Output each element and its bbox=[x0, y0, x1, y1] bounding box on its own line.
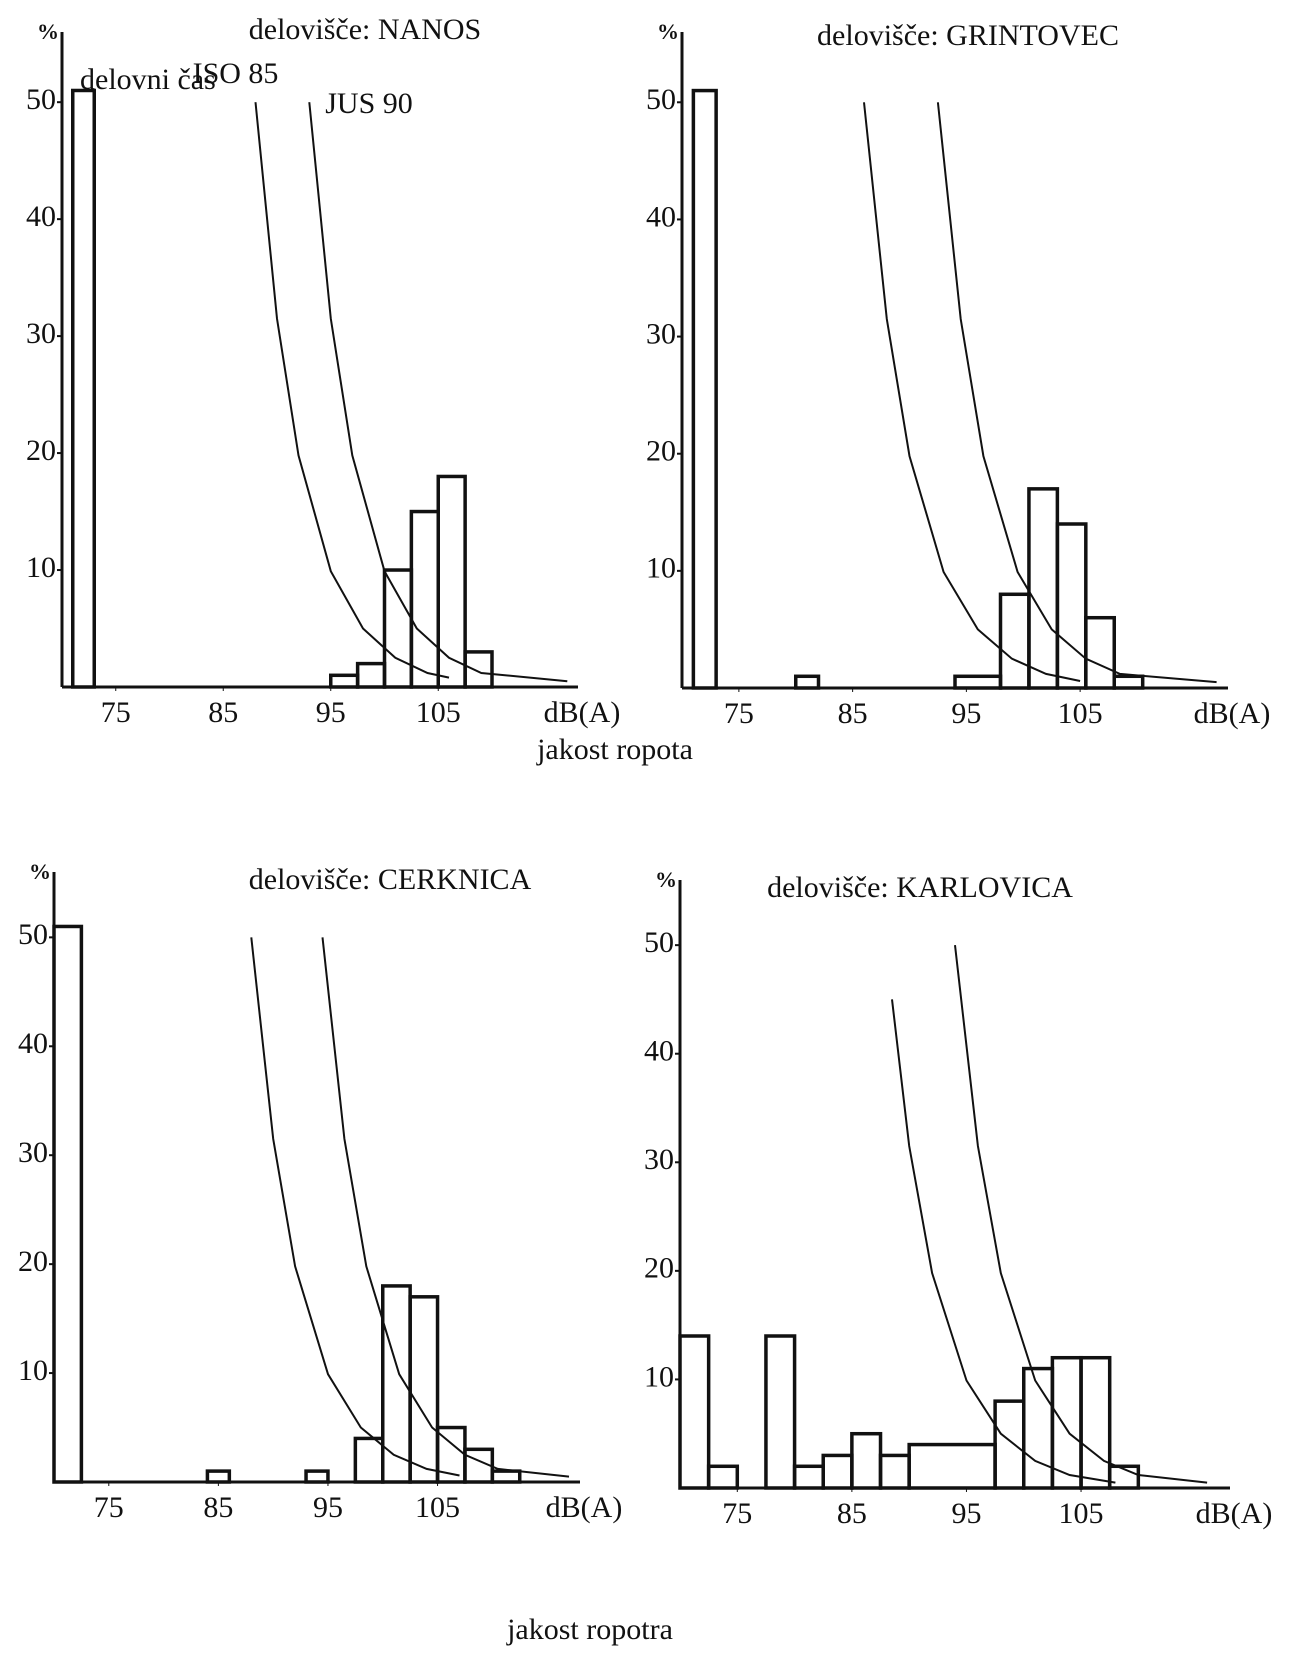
x-tick-label: 95 bbox=[313, 1491, 343, 1524]
bar bbox=[304, 1469, 330, 1484]
bar bbox=[1112, 674, 1145, 690]
bar bbox=[52, 924, 84, 1484]
bar bbox=[1050, 1355, 1083, 1490]
y-tick-label: 10 bbox=[646, 552, 676, 585]
x-tick-label: 75 bbox=[94, 1491, 124, 1524]
bar bbox=[1084, 615, 1116, 690]
bar bbox=[490, 1469, 522, 1484]
limit-curve bbox=[891, 999, 1116, 1484]
bar bbox=[907, 1442, 997, 1490]
limit-curve bbox=[954, 944, 1208, 1484]
bar bbox=[71, 88, 96, 689]
bar bbox=[409, 509, 440, 689]
x-axis-label: dB(A) bbox=[1194, 697, 1271, 730]
y-tick-label: 30 bbox=[26, 317, 56, 350]
annotation: delovni čas bbox=[80, 63, 216, 96]
bar bbox=[821, 1453, 854, 1490]
y-tick-label: 30 bbox=[646, 317, 676, 350]
bar bbox=[408, 1295, 440, 1484]
x-tick-label: 85 bbox=[203, 1491, 233, 1524]
y-axis-label: % bbox=[655, 867, 677, 892]
bar bbox=[205, 1469, 232, 1484]
chart-title: delovišče: CERKNICA bbox=[249, 863, 532, 896]
limit-curve bbox=[936, 102, 1217, 684]
y-axis-label: % bbox=[657, 19, 679, 44]
bar bbox=[1079, 1355, 1112, 1490]
bar bbox=[463, 650, 494, 689]
axis-caption: jakost ropota bbox=[536, 733, 693, 766]
y-tick-label: 10 bbox=[26, 551, 56, 584]
y-tick-label: 10 bbox=[18, 1354, 48, 1387]
bar bbox=[1055, 522, 1088, 690]
y-axis-label: % bbox=[29, 859, 51, 884]
bar bbox=[678, 1334, 711, 1490]
bar bbox=[691, 88, 718, 690]
y-tick-label: 20 bbox=[18, 1245, 48, 1278]
limit-curve bbox=[308, 102, 568, 683]
x-axis-label: dB(A) bbox=[544, 696, 621, 729]
bar bbox=[329, 673, 360, 689]
y-tick-label: 50 bbox=[18, 918, 48, 951]
y-tick-label: 30 bbox=[18, 1136, 48, 1169]
chart-title: delovišče: NANOS bbox=[249, 13, 481, 46]
bar bbox=[764, 1334, 797, 1490]
bar bbox=[993, 1399, 1026, 1490]
x-axis-label: dB(A) bbox=[1196, 1497, 1273, 1530]
y-tick-label: 20 bbox=[26, 434, 56, 467]
y-tick-label: 40 bbox=[644, 1035, 674, 1068]
x-axis-label: dB(A) bbox=[546, 1491, 623, 1524]
y-tick-label: 50 bbox=[26, 83, 56, 116]
y-tick-label: 20 bbox=[644, 1252, 674, 1285]
x-tick-label: 95 bbox=[951, 1497, 981, 1530]
y-tick-label: 50 bbox=[644, 926, 674, 959]
x-tick-label: 75 bbox=[724, 697, 754, 730]
curve-label: JUS 90 bbox=[325, 87, 413, 120]
chart-title: delovišče: GRINTOVEC bbox=[817, 19, 1119, 52]
y-tick-label: 40 bbox=[18, 1027, 48, 1060]
bar bbox=[1107, 1464, 1141, 1490]
x-tick-label: 105 bbox=[415, 1491, 460, 1524]
x-tick-label: 85 bbox=[837, 1497, 867, 1530]
limit-curve bbox=[863, 102, 1081, 682]
bar bbox=[850, 1431, 883, 1490]
y-tick-label: 10 bbox=[644, 1360, 674, 1393]
limit-curve bbox=[254, 102, 450, 679]
axis-caption: jakost ropotra bbox=[506, 1613, 673, 1646]
bar bbox=[353, 1436, 385, 1484]
y-tick-label: 50 bbox=[646, 83, 676, 116]
limit-curve bbox=[321, 937, 570, 1478]
bar bbox=[706, 1464, 740, 1490]
x-tick-label: 105 bbox=[1059, 1497, 1104, 1530]
bar bbox=[998, 592, 1031, 690]
bar bbox=[436, 474, 467, 689]
bar bbox=[355, 661, 387, 689]
y-tick-label: 20 bbox=[646, 435, 676, 468]
curve-label: ISO 85 bbox=[193, 57, 279, 90]
x-tick-label: 75 bbox=[101, 696, 131, 729]
bar bbox=[1027, 487, 1060, 690]
x-tick-label: 105 bbox=[1058, 697, 1103, 730]
x-tick-label: 85 bbox=[208, 696, 238, 729]
x-tick-label: 105 bbox=[416, 696, 461, 729]
bar bbox=[794, 674, 821, 690]
chart-title: delovišče: KARLOVICA bbox=[767, 871, 1073, 904]
y-tick-label: 40 bbox=[26, 200, 56, 233]
limit-curve bbox=[250, 937, 460, 1477]
bar bbox=[953, 674, 1003, 690]
x-tick-label: 95 bbox=[951, 697, 981, 730]
bar bbox=[382, 568, 414, 689]
bar bbox=[792, 1464, 825, 1490]
y-tick-label: 30 bbox=[644, 1143, 674, 1176]
bar bbox=[878, 1453, 911, 1490]
x-tick-label: 85 bbox=[838, 697, 868, 730]
x-tick-label: 95 bbox=[316, 696, 346, 729]
y-axis-label: % bbox=[37, 19, 59, 44]
x-tick-label: 75 bbox=[722, 1497, 752, 1530]
y-tick-label: 40 bbox=[646, 200, 676, 233]
